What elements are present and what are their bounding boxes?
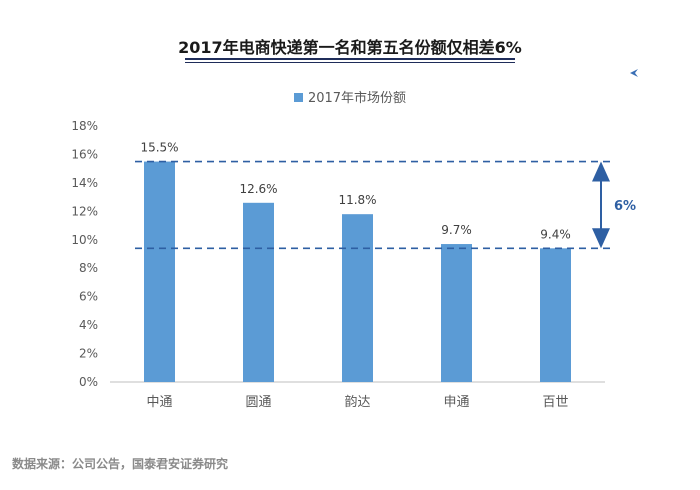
y-tick-label: 0%: [79, 375, 98, 389]
legend-label: 2017年市场份额: [307, 91, 407, 106]
x-tick-label: 韵达: [344, 395, 370, 410]
x-tick-label: 圆通: [245, 395, 271, 410]
bar: [540, 248, 571, 382]
x-tick-label: 中通: [146, 395, 172, 410]
data-label: 9.7%: [441, 223, 472, 237]
y-tick-label: 8%: [79, 261, 98, 275]
chart-legend: 2017年市场份额: [0, 87, 700, 106]
bar: [441, 244, 472, 382]
y-tick-label: 4%: [79, 318, 98, 332]
chart-title: 2017年电商快递第一名和第五名份额仅相差6%: [178, 38, 522, 57]
data-label: 15.5%: [140, 141, 178, 155]
x-tick-label: 申通: [443, 395, 469, 410]
y-tick-label: 2%: [79, 347, 98, 361]
y-tick-label: 16%: [71, 147, 98, 161]
source-note: 数据来源：公司公告，国泰君安证券研究: [12, 457, 229, 471]
title-underline-thin: [185, 62, 515, 63]
corner-arrow-icon: [630, 69, 638, 77]
title-underline: [185, 58, 515, 60]
annotation-arrow-down-icon: [592, 228, 610, 249]
bar: [342, 214, 373, 382]
annotation-label: 6%: [614, 199, 636, 214]
y-tick-label: 10%: [71, 233, 98, 247]
data-label: 12.6%: [239, 182, 277, 196]
x-tick-label: 百世: [542, 395, 568, 410]
legend-swatch: [293, 93, 303, 102]
annotation-arrow-up-icon: [592, 161, 610, 182]
y-tick-label: 14%: [71, 176, 98, 190]
bar: [243, 202, 274, 382]
data-label: 11.8%: [338, 193, 376, 207]
bar: [144, 161, 175, 382]
y-tick-label: 12%: [71, 204, 98, 218]
y-tick-label: 6%: [79, 290, 98, 304]
data-label: 9.4%: [540, 227, 571, 241]
y-tick-label: 18%: [71, 119, 98, 133]
